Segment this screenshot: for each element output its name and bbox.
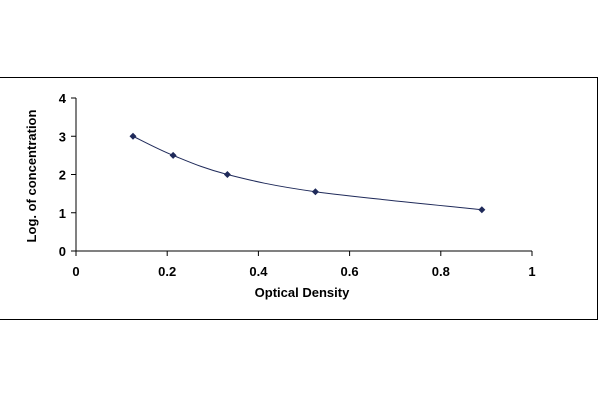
data-point-diamond — [478, 206, 486, 214]
x-tick-label: 0 — [72, 264, 79, 279]
y-tick-label: 4 — [59, 91, 67, 106]
y-axis-title: Log. of concentration — [24, 110, 39, 243]
series-line — [132, 135, 482, 211]
x-axis-title: Optical Density — [255, 285, 350, 300]
chart-frame — [0, 77, 598, 320]
y-tick-label: 0 — [59, 244, 66, 259]
y-tick-label: 1 — [59, 206, 66, 221]
x-tick-label: 0.8 — [432, 264, 450, 279]
x-tick-label: 0.2 — [158, 264, 176, 279]
data-points — [129, 132, 486, 214]
x-tick-label: 0.6 — [341, 264, 359, 279]
data-point-diamond — [169, 151, 177, 159]
x-ticks: 0 0.2 0.4 0.6 0.8 1 — [72, 251, 536, 279]
x-tick-label: 0.4 — [249, 264, 268, 279]
data-point-diamond — [311, 188, 319, 196]
x-tick-label: 1 — [528, 264, 535, 279]
y-ticks: 0 1 2 3 4 — [59, 91, 76, 259]
y-tick-label: 3 — [59, 129, 66, 144]
axes — [75, 98, 532, 252]
data-point-diamond — [129, 132, 137, 140]
data-point-diamond — [223, 171, 231, 178]
y-tick-label: 2 — [59, 168, 66, 183]
